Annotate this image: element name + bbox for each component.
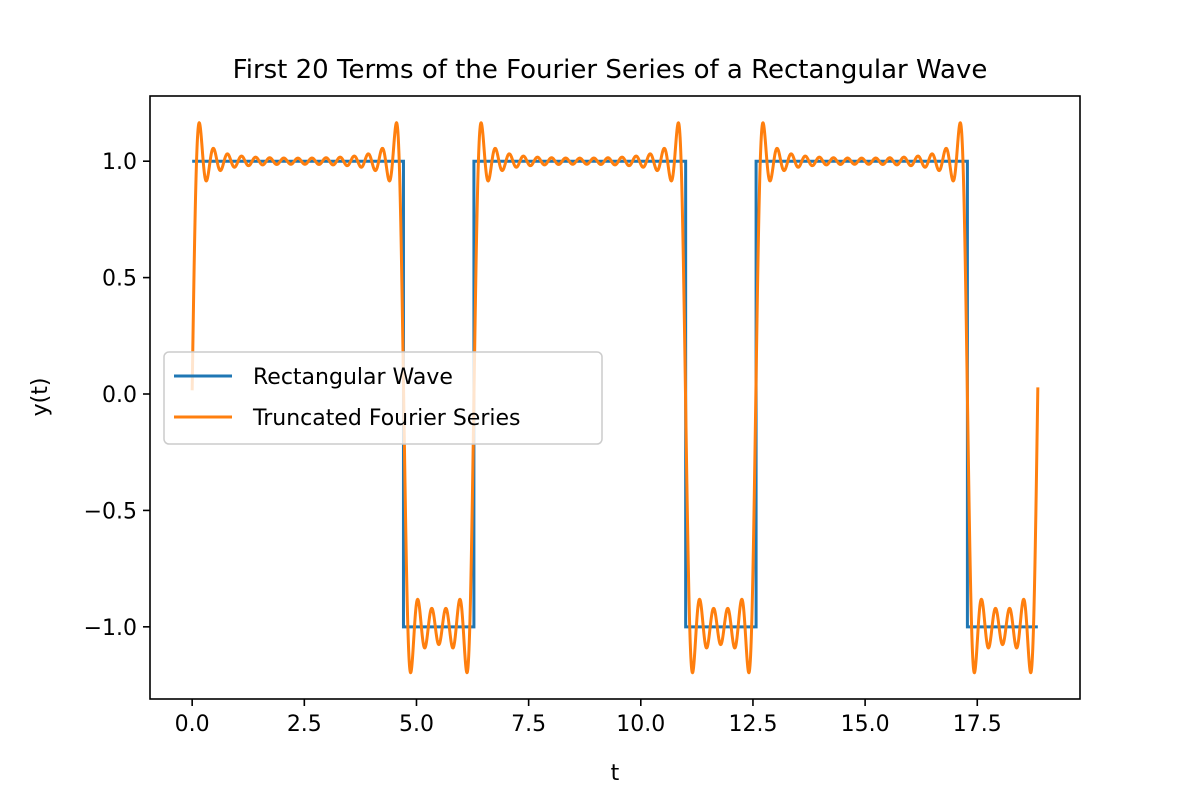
legend-label-rectangular-wave: Rectangular Wave	[253, 365, 453, 390]
x-tick-label: 17.5	[953, 712, 1002, 737]
y-tick-label: −1.0	[84, 616, 137, 641]
y-tick-label: −0.5	[84, 499, 137, 524]
legend-label-truncated-fourier-series: Truncated Fourier Series	[252, 406, 521, 431]
x-tick-label: 15.0	[841, 712, 890, 737]
y-axis: 1.0 0.5 0.0 −0.5 −1.0	[84, 150, 150, 641]
axes-frame	[149, 95, 1081, 700]
x-tick-label: 12.5	[728, 712, 777, 737]
series-layer	[190, 121, 1040, 675]
legend-box	[163, 351, 603, 445]
series-line-truncated-fourier-series	[190, 121, 1040, 675]
y-axis-label: y(t)	[28, 378, 53, 417]
x-tick-label: 0.0	[175, 712, 210, 737]
y-tick-label: 0.5	[102, 267, 137, 292]
y-tick-label: 0.0	[102, 383, 137, 408]
x-tick-label: 2.5	[287, 712, 322, 737]
x-axis: 0.0 2.5 5.0 7.5 10.0 12.5 15.0 17.5	[175, 699, 1002, 737]
legend: Rectangular Wave Truncated Fourier Serie…	[163, 351, 603, 445]
chart-title: First 20 Terms of the Fourier Series of …	[233, 55, 988, 85]
x-tick-label: 7.5	[511, 712, 546, 737]
x-axis-label: t	[611, 761, 620, 786]
y-tick-label: 1.0	[102, 150, 137, 175]
x-tick-label: 5.0	[399, 712, 434, 737]
x-tick-label: 10.0	[616, 712, 665, 737]
